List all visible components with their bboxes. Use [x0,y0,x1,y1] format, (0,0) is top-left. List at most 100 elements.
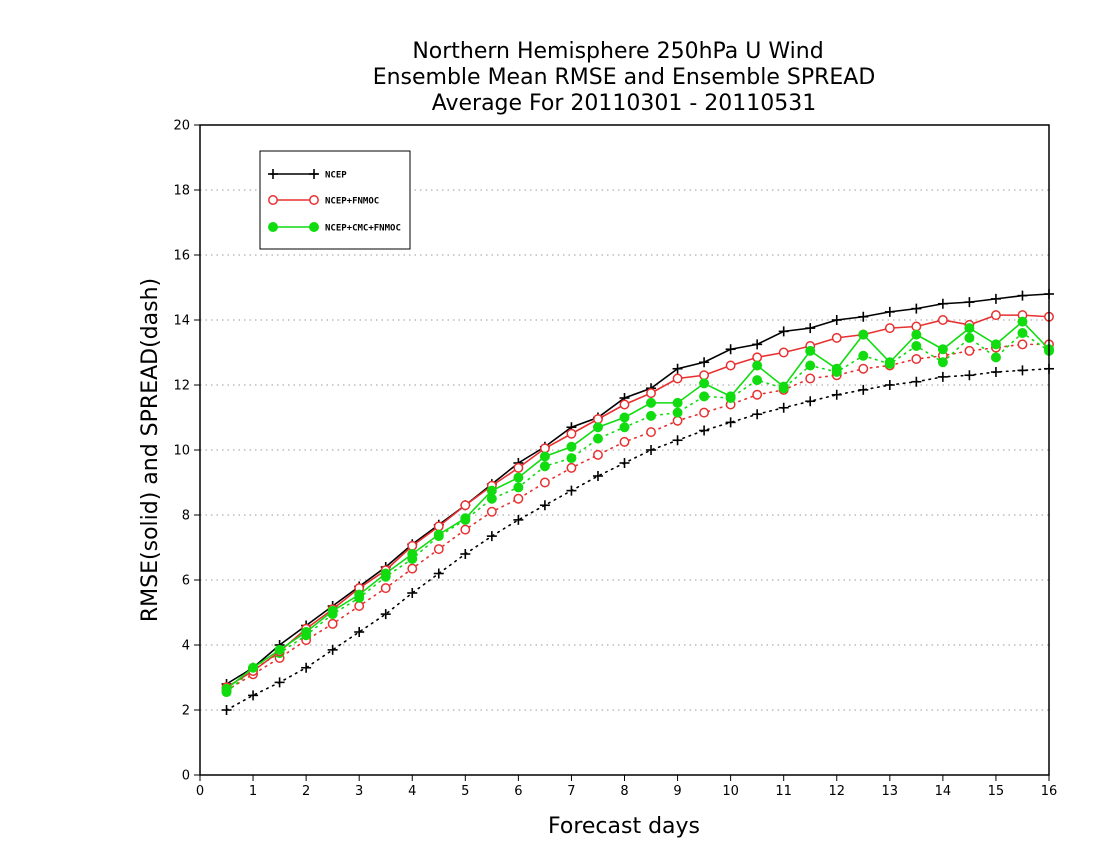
rmse-point [619,412,630,423]
rmse-point [725,391,736,402]
spread-point [539,477,550,488]
spread-point [460,549,471,559]
spread-point [433,568,444,579]
rmse-point [354,589,365,600]
spread-point [937,371,948,382]
rmse-point [221,683,232,694]
rmse-point [884,306,895,317]
x-tick-label: 13 [882,784,899,799]
rmse-point [672,397,683,408]
legend-entry-0: NCEP [268,169,347,181]
rmse-point [486,485,497,496]
spread-point [513,493,524,504]
rmse-point [513,472,524,483]
rmse-point [831,315,842,325]
rmse-point [725,360,736,371]
rmse-point [619,399,630,410]
y-tick-label: 2 [182,704,190,719]
series-spread-0 [221,363,1054,715]
rmse-point [805,323,816,334]
x-tick-label: 4 [408,784,416,799]
spread-point [911,354,922,364]
spread-point [619,436,630,447]
legend-label: NCEP [325,171,347,181]
spread-point [699,407,710,418]
spread-point [699,391,710,402]
rmse-point [593,414,603,425]
spread-point [327,644,338,655]
x-tick-label: 12 [828,784,845,799]
rmse-point [964,323,975,334]
rmse-point [646,397,657,408]
rmse-point [858,311,869,322]
series-rmse-1 [221,310,1054,693]
spread-point [433,544,444,555]
y-tick-label: 6 [182,574,190,589]
rmse-line [226,314,1050,688]
spread-point [592,433,603,444]
spread-point [752,375,763,386]
spread-point [990,367,1001,377]
spread-point [752,389,763,400]
spread-point [805,360,816,371]
rmse-point [672,373,683,384]
rmse-point [248,662,259,673]
rmse-point [911,303,922,314]
spread-point [884,380,895,390]
x-tick-label: 7 [567,784,575,799]
rmse-point [778,381,789,392]
rmse-point [778,326,789,337]
chart-title-line-1: Northern Hemisphere 250hPa U Wind [412,39,823,64]
spread-point [1017,328,1028,338]
rmse-point [831,332,842,343]
legend-entry-2: NCEP+CMC+FNMOC [268,222,401,234]
spread-line [225,367,1050,711]
spread-point [1017,365,1028,376]
legend-entry-1: NCEP+FNMOC [268,195,379,207]
spread-point [937,357,948,368]
spread-point [725,417,736,428]
rmse-point [592,422,603,433]
chart-title-line-3: Average For 20110301 - 20110531 [432,91,817,116]
rmse-point [1017,290,1028,301]
legend-marker [268,222,278,232]
rmse-point [990,310,1001,321]
x-tick-label: 5 [461,784,469,799]
spread-point [513,514,524,525]
rmse-point [831,363,842,374]
y-tick-label: 16 [173,249,190,264]
spread-point [460,524,471,535]
y-tick-label: 10 [173,444,190,459]
x-tick-label: 11 [775,784,792,799]
rmse-point [752,352,763,363]
rmse-point [433,521,444,532]
legend: NCEP NCEP+FNMOC NCEP+CMC+FNMOC [259,150,411,250]
rmse-point [327,605,338,616]
spread-point [539,461,550,472]
y-axis-title: RMSE(solid) and SPREAD(dash) [138,278,163,622]
rmse-point [990,293,1001,304]
rmse-point [699,378,710,389]
spread-point [301,662,312,673]
spread-point [778,402,789,413]
rmse-point [884,323,895,334]
legend-label: NCEP+FNMOC [325,197,379,207]
rmse-point [513,462,524,473]
spread-point [805,396,816,407]
rmse-point [460,513,471,524]
spread-point [964,370,975,381]
spread-point [407,563,418,574]
spread-point [592,471,603,481]
rmse-point [937,344,948,355]
rmse-point [539,443,550,454]
rmse-point [937,315,948,325]
legend-marker [268,195,278,205]
spread-point [593,449,603,460]
rmse-point [752,360,763,371]
rmse-point [778,347,789,358]
spread-point [964,332,975,343]
x-tick-label: 14 [935,784,952,799]
spread-point [964,345,975,356]
legend-marker [309,222,319,232]
